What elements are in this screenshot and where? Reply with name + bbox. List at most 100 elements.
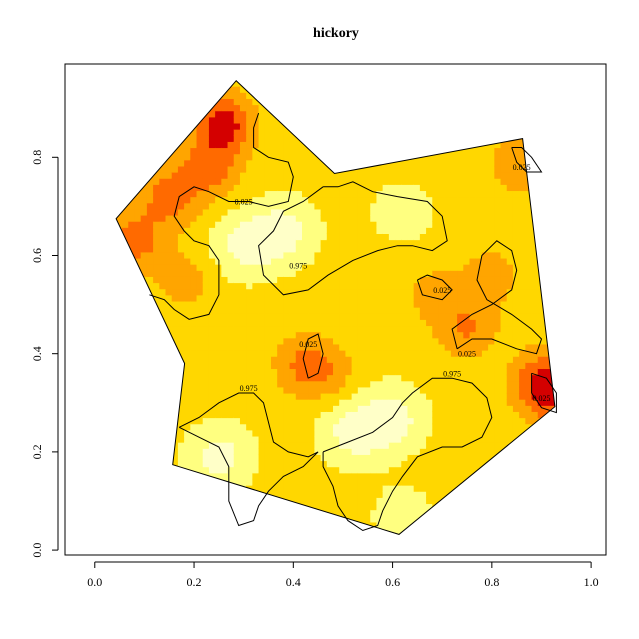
- heat-cell: [302, 417, 309, 425]
- heat-cell: [432, 190, 440, 198]
- heat-cell: [432, 227, 440, 234]
- heat-cell: [364, 221, 371, 228]
- heat-cell: [140, 497, 148, 505]
- heat-cell: [488, 319, 495, 327]
- heat-cell: [333, 257, 340, 265]
- heat-cell: [370, 239, 378, 247]
- heat-cell: [407, 245, 415, 253]
- heat-cell: [376, 184, 384, 192]
- heat-cell: [196, 515, 204, 523]
- heat-cell: [116, 362, 123, 370]
- heat-cell: [295, 251, 303, 259]
- heat-cell: [370, 276, 378, 284]
- heat-cell: [246, 343, 253, 351]
- heat-cell: [227, 159, 235, 167]
- heat-cell: [488, 399, 495, 406]
- heat-cell: [376, 331, 384, 339]
- heat-cell: [419, 509, 427, 517]
- heat-cell: [116, 380, 123, 388]
- heat-cell: [376, 276, 384, 284]
- heat-cell: [320, 178, 328, 185]
- heat-cell: [239, 448, 247, 455]
- heat-cell: [196, 368, 204, 376]
- heat-cell: [488, 472, 495, 480]
- heat-cell: [153, 184, 160, 192]
- heat-cell: [171, 122, 179, 130]
- heat-cell: [153, 227, 160, 234]
- heat-cell: [457, 350, 464, 357]
- heat-cell: [463, 196, 471, 204]
- heat-cell: [320, 92, 328, 99]
- heat-cell: [196, 227, 204, 234]
- heat-cell: [215, 245, 222, 253]
- heat-cell: [196, 86, 204, 93]
- heat-cell: [333, 110, 340, 118]
- heat-cell: [382, 454, 390, 462]
- heat-cell: [345, 92, 353, 99]
- heat-cell: [289, 460, 297, 468]
- heat-cell: [184, 245, 191, 253]
- heat-cell: [407, 472, 415, 480]
- heat-cell: [333, 122, 340, 130]
- heat-cell: [146, 135, 154, 142]
- heat-cell: [444, 454, 452, 462]
- heat-cell: [432, 110, 440, 118]
- heat-cell: [326, 288, 334, 296]
- heat-cell: [426, 80, 433, 87]
- heat-cell: [196, 454, 204, 462]
- heat-cell: [438, 509, 446, 517]
- heat-cell: [481, 104, 489, 112]
- heat-cell: [500, 319, 508, 327]
- heat-cell: [233, 233, 241, 241]
- heat-cell: [116, 270, 117, 277]
- heat-cell: [165, 282, 173, 290]
- heat-cell: [457, 460, 464, 468]
- heat-cell: [401, 442, 409, 449]
- heat-cell: [295, 257, 303, 265]
- heat-cell: [326, 356, 334, 363]
- heat-cell: [270, 245, 278, 253]
- heat-cell: [506, 208, 514, 216]
- heat-cell: [289, 435, 297, 443]
- heat-cell: [457, 122, 464, 130]
- heat-cell: [196, 257, 204, 265]
- heat-cell: [122, 294, 129, 302]
- heat-cell: [388, 356, 396, 363]
- heat-cell: [500, 509, 508, 517]
- heat-cell: [146, 515, 154, 523]
- heat-cell: [221, 245, 229, 253]
- heat-cell: [407, 190, 415, 198]
- heat-cell: [233, 172, 241, 179]
- heat-cell: [506, 264, 514, 271]
- heat-cell: [326, 245, 334, 253]
- heat-cell: [506, 448, 514, 455]
- heat-cell: [339, 466, 347, 474]
- heat-cell: [364, 116, 371, 124]
- heat-cell: [432, 521, 440, 529]
- heat-cell: [134, 313, 142, 320]
- heat-cell: [457, 165, 464, 173]
- heat-cell: [444, 300, 452, 308]
- heat-cell: [159, 294, 167, 302]
- heat-cell: [469, 411, 477, 419]
- heat-cell: [419, 251, 427, 259]
- heat-cell: [308, 411, 315, 419]
- heat-cell: [252, 319, 260, 327]
- heat-cell: [208, 165, 216, 173]
- heat-cell: [376, 147, 384, 155]
- heat-cell: [357, 184, 365, 192]
- heat-cell: [345, 233, 353, 241]
- heat-cell: [252, 411, 260, 419]
- heat-cell: [165, 350, 173, 357]
- heat-cell: [122, 129, 129, 136]
- heat-cell: [475, 190, 483, 198]
- heat-cell: [283, 380, 291, 388]
- heat-cell: [488, 74, 495, 81]
- heat-cell: [320, 485, 328, 492]
- heat-cell: [122, 374, 129, 382]
- heat-cell: [333, 343, 340, 351]
- heat-cell: [289, 368, 297, 376]
- heat-cell: [116, 135, 117, 142]
- heat-cell: [295, 178, 303, 185]
- heat-cell: [364, 386, 371, 394]
